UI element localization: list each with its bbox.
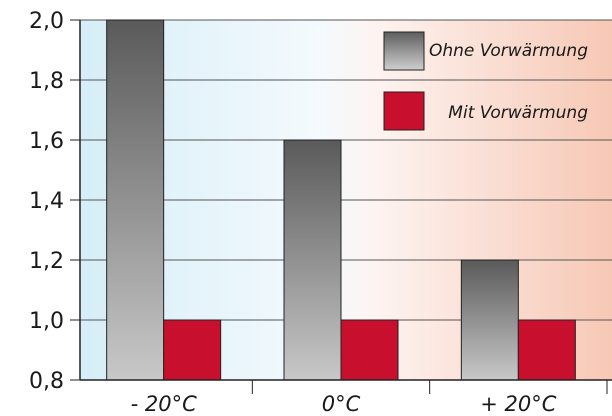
- bars: [106, 19, 576, 381]
- x-tick-label: + 20°C: [480, 392, 556, 416]
- legend: Ohne Vorwärmung Mit Vorwärmung: [383, 31, 588, 131]
- y-tick-label: 1,2: [29, 249, 64, 274]
- x-tick-labels: - 20°C 0°C + 20°C: [131, 392, 557, 416]
- y-tick-label: 1,8: [29, 69, 64, 94]
- y-tick-label: 1,0: [29, 309, 64, 334]
- legend-label-ohne-vorwaermung: Ohne Vorwärmung: [429, 41, 588, 61]
- axes: [79, 20, 612, 394]
- x-tick-label: - 20°C: [131, 392, 197, 416]
- y-tick-label: 1,6: [29, 129, 64, 154]
- x-tick-label: 0°C: [322, 392, 361, 416]
- bar-mit-0: [163, 319, 222, 381]
- y-tick-labels: 0,8 1,0 1,2 1,4 1,6 1,8 2,0: [29, 9, 64, 394]
- legend-label-mit-vorwaermung: Mit Vorwärmung: [448, 103, 588, 123]
- bar-ohne-0: [106, 19, 165, 381]
- y-tick-label: 0,8: [29, 369, 64, 394]
- bar-ohne-2: [460, 259, 519, 381]
- y-tick-label: 1,4: [29, 189, 64, 214]
- legend-swatch-ohne-vorwaermung: [383, 31, 425, 71]
- bar-ohne-1: [283, 139, 342, 381]
- y-tick-label: 2,0: [29, 9, 64, 34]
- bar-mit-2: [517, 319, 576, 381]
- legend-swatch-mit-vorwaermung: [383, 91, 425, 131]
- bar-mit-1: [340, 319, 399, 381]
